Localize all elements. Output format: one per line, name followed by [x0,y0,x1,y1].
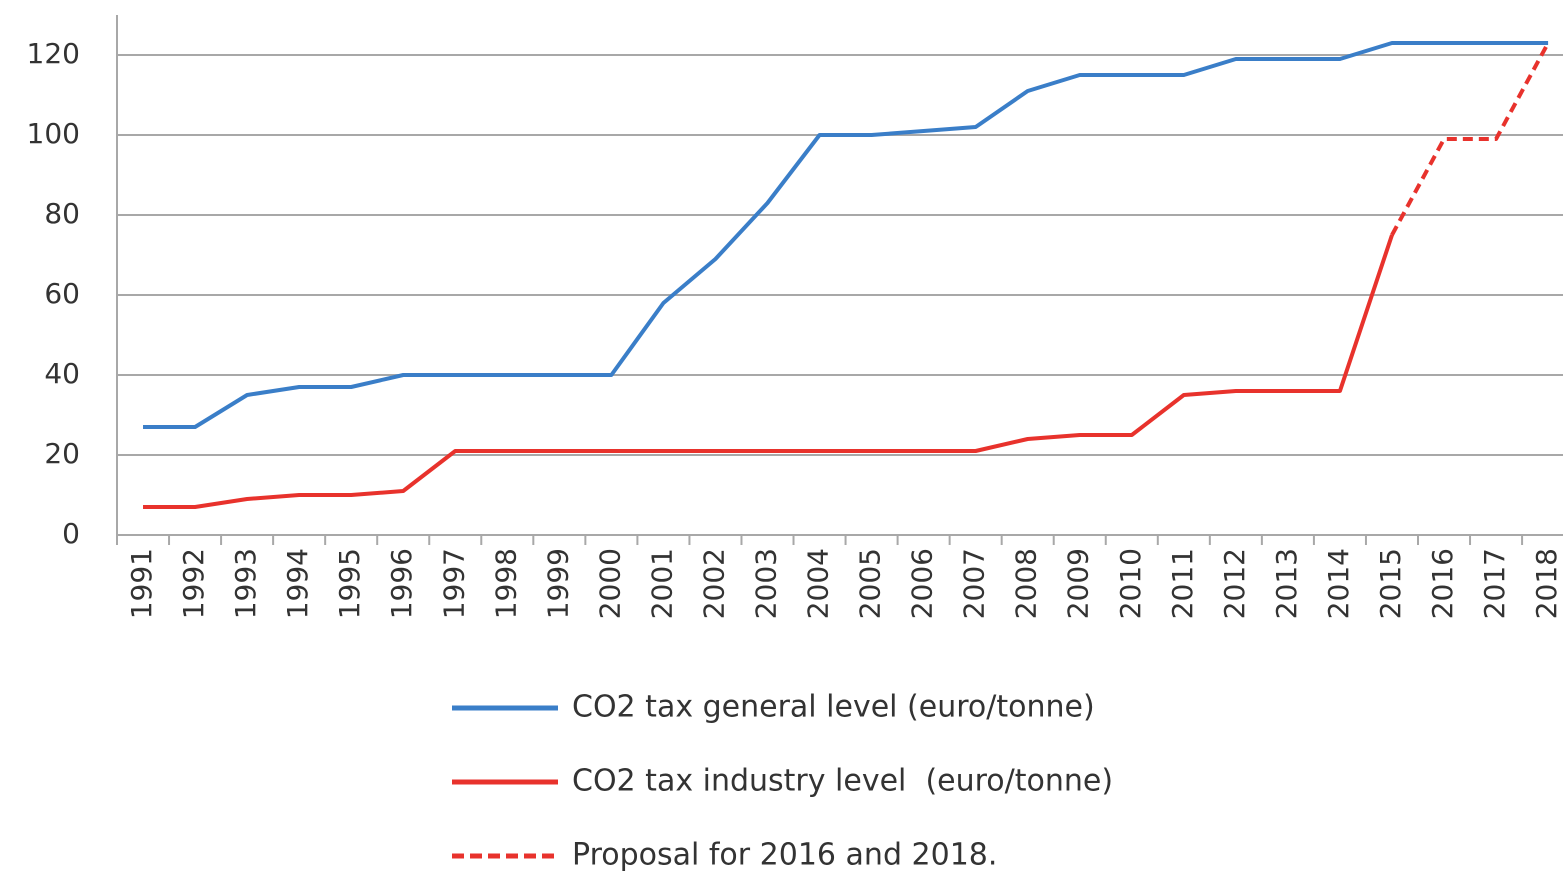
y-tick-label: 20 [44,437,80,470]
series-line [143,234,1394,509]
series-line [143,41,1549,429]
y-tick-label: 120 [27,37,80,70]
x-tick-label: 2000 [593,548,626,619]
x-tick-label: 1998 [489,548,522,619]
x-tick-label: 1993 [229,548,262,619]
x-tick-label: 2014 [1322,548,1355,619]
legend-label: Proposal for 2016 and 2018. [572,838,997,873]
x-tick-label: 1991 [125,548,158,619]
x-tick-label: 2013 [1270,548,1303,619]
x-tick-label: 2009 [1062,548,1095,619]
x-tick-label: 2007 [958,548,991,619]
x-tick-label: 2010 [1114,548,1147,619]
y-tick-label: 80 [44,197,80,230]
x-tick-label: 2012 [1218,548,1251,619]
x-tick-label: 1997 [437,548,470,619]
y-tick-label: 100 [27,117,80,150]
x-tick-label: 1999 [541,548,574,619]
x-tick-label: 1994 [281,548,314,619]
legend-label: CO2 tax general level (euro/tonne) [572,690,1095,725]
y-tick-label: 60 [44,277,80,310]
x-tick-label: 2001 [645,548,678,619]
x-tick-label: 2003 [750,548,783,619]
legend-label: CO2 tax industry level (euro/tonne) [572,764,1113,799]
y-tick-label: 0 [62,517,80,550]
x-tick-label: 2005 [854,548,887,619]
series-line [1390,42,1550,236]
x-tick-label: 2015 [1374,548,1407,619]
x-tick-label: 2017 [1478,548,1511,619]
x-tick-label: 2004 [802,548,835,619]
x-tick-label: 2011 [1166,548,1199,619]
x-tick-label: 2006 [906,548,939,619]
x-tick-label: 2016 [1426,548,1459,619]
x-tick-label: 2018 [1530,548,1563,619]
x-tick-label: 1992 [177,548,210,619]
y-tick-label: 40 [44,357,80,390]
x-tick-label: 2008 [1010,548,1043,619]
x-tick-label: 1995 [333,548,366,619]
x-tick-label: 1996 [385,548,418,619]
x-tick-label: 2002 [697,548,730,619]
